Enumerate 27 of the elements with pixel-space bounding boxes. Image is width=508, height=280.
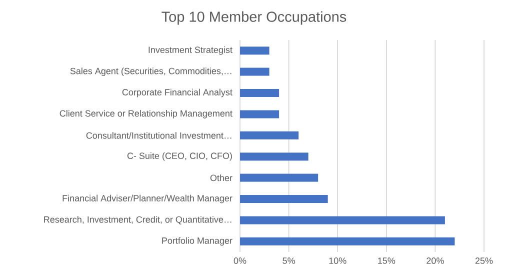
x-tick-label: 0% — [234, 258, 246, 264]
y-tick-label: Other — [210, 174, 232, 182]
y-tick-label: Consultant/Institutional Investment… — [86, 132, 232, 139]
y-tick-label: Corporate Financial Analyst — [122, 88, 232, 98]
y-tick-label: Financial Adviser/Planner/Wealth Manager — [62, 194, 232, 204]
bar — [240, 216, 445, 224]
bar — [240, 174, 318, 182]
y-tick-label: Investment Strategist — [148, 46, 232, 55]
bar — [240, 110, 280, 118]
y-tick-label: Sales Agent (Securities, Commodities,… — [70, 68, 232, 76]
y-tick-label: C- Suite (CEO, CIO, CFO) — [127, 152, 232, 161]
x-tick-label: 25% — [475, 258, 493, 264]
x-tick-label: 10% — [329, 258, 346, 264]
bar — [240, 152, 308, 161]
bar — [240, 46, 270, 55]
bar — [240, 88, 280, 97]
y-tick-label: Client Service or Relationship Management — [60, 110, 232, 118]
y-tick-label: Portfolio Manager — [162, 237, 232, 246]
bar — [240, 195, 328, 203]
x-tick-label: 15% — [378, 258, 396, 264]
x-tick-label: 20% — [426, 258, 444, 264]
x-tick-label: 5% — [282, 258, 295, 264]
bar — [240, 68, 270, 76]
bar — [240, 131, 299, 140]
chart-title: Top 10 Member Occupations — [162, 11, 346, 25]
y-tick-label: Research, Investment, Credit, or Quantitative… — [44, 216, 232, 224]
bar — [240, 237, 455, 246]
